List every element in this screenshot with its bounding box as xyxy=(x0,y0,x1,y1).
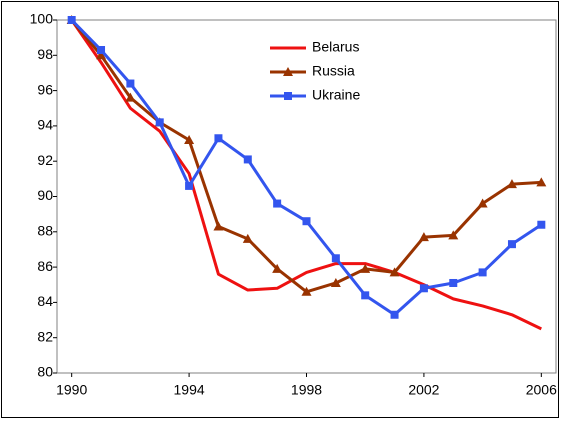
y-tick-label: 96 xyxy=(37,81,53,97)
point xyxy=(330,277,341,287)
y-tick-label: 100 xyxy=(30,11,54,27)
point xyxy=(302,217,311,226)
point xyxy=(419,284,428,293)
point xyxy=(126,79,135,88)
point xyxy=(273,199,282,208)
point xyxy=(185,181,194,190)
legend-label: Russia xyxy=(312,63,355,79)
point xyxy=(96,50,107,60)
y-tick-label: 94 xyxy=(37,117,53,133)
point xyxy=(125,92,136,102)
x-tick-label: 1998 xyxy=(291,382,322,398)
y-tick-label: 84 xyxy=(37,293,53,309)
point xyxy=(272,263,283,273)
y-tick-label: 88 xyxy=(37,223,53,239)
y-tick-label: 80 xyxy=(37,364,53,380)
point xyxy=(506,179,517,189)
y-tick-label: 82 xyxy=(37,328,53,344)
y-tick-label: 86 xyxy=(37,258,53,274)
series-line xyxy=(70,19,542,331)
point xyxy=(184,135,195,145)
legend-label: Ukraine xyxy=(312,87,360,103)
legend-marker xyxy=(283,67,293,76)
x-tick-label: 2006 xyxy=(526,382,557,398)
point xyxy=(507,240,516,249)
point xyxy=(389,267,400,277)
point xyxy=(390,310,399,319)
y-tick-label: 92 xyxy=(37,152,53,168)
point xyxy=(214,134,223,143)
point xyxy=(418,232,429,242)
point xyxy=(213,221,224,231)
x-tick-label: 2002 xyxy=(408,382,439,398)
point xyxy=(360,263,371,273)
point xyxy=(243,155,252,164)
x-tick-label: 1990 xyxy=(56,382,87,398)
point xyxy=(242,233,253,243)
point xyxy=(449,278,458,287)
y-tick-label: 98 xyxy=(37,46,53,62)
point xyxy=(361,291,370,300)
point xyxy=(477,198,488,208)
point xyxy=(478,268,487,277)
point xyxy=(537,220,546,229)
point xyxy=(301,286,312,296)
point xyxy=(67,16,76,24)
legend-marker xyxy=(284,92,292,100)
point xyxy=(331,254,340,263)
point xyxy=(97,46,106,55)
plot-area xyxy=(56,19,557,374)
point xyxy=(536,177,547,187)
point xyxy=(155,118,164,127)
legend-label: Belarus xyxy=(312,39,359,55)
x-tick-label: 1994 xyxy=(174,382,205,398)
point xyxy=(448,230,459,240)
y-tick-label: 90 xyxy=(37,187,53,203)
